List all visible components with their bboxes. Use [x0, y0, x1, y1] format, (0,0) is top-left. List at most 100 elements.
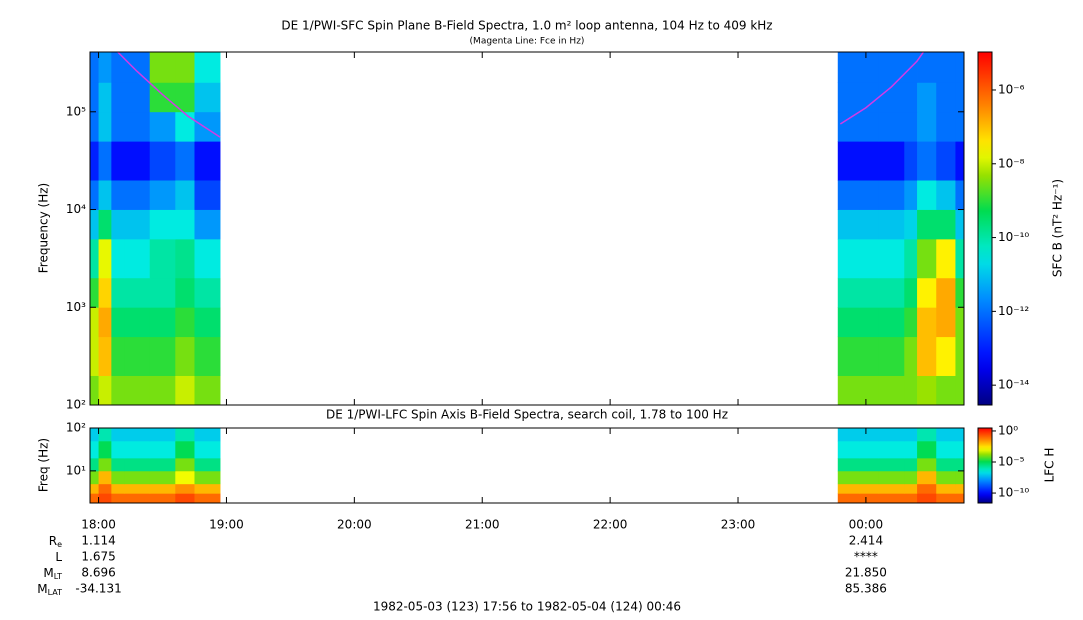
x-tick-label: 00:00	[849, 518, 884, 532]
x-tick-label: 18:00	[81, 518, 116, 532]
spectrogram-cell	[955, 277, 964, 308]
colorbar-label: SFC B (nT² Hz⁻¹)	[1051, 179, 1065, 277]
spectrogram-cell	[955, 493, 964, 503]
spectrogram-cell	[111, 180, 125, 210]
spectrogram-cell	[955, 209, 964, 240]
spectrogram-cell	[90, 440, 99, 459]
spectrogram-cell	[936, 307, 956, 338]
x-tick-label: 20:00	[337, 518, 372, 532]
x-tick-label: 23:00	[721, 518, 756, 532]
spectrogram-cell	[837, 111, 860, 142]
spectrogram-cell	[837, 307, 860, 338]
spectrogram-cell	[124, 141, 151, 181]
spectrogram-cell	[124, 307, 151, 338]
spectrogram-cell	[859, 82, 880, 113]
spectrogram-cell	[98, 307, 112, 338]
spectrogram-cell	[955, 336, 964, 376]
spectrogram-cell	[859, 493, 880, 503]
spectrogram-cell	[936, 493, 956, 503]
spectrogram-cell	[175, 375, 195, 405]
spectrogram-cell	[878, 180, 905, 210]
spectrogram-cell	[917, 82, 937, 113]
spectrogram-cell	[98, 428, 112, 442]
spectrogram-cell	[878, 483, 905, 494]
spectrogram-cell	[878, 470, 905, 485]
ephemeris-label: L	[55, 550, 62, 564]
spectrogram-cell	[917, 111, 937, 142]
ephemeris-value: 2.414	[849, 534, 883, 548]
spectrogram-cell	[878, 238, 905, 279]
spectrogram-cell	[917, 52, 937, 83]
colorbar	[977, 427, 993, 504]
spectrogram-cell	[194, 209, 221, 240]
spectrogram-cell	[194, 82, 221, 113]
spectrogram-cell	[149, 483, 176, 494]
spectrogram-cell	[904, 493, 918, 503]
spectrogram-cell	[936, 141, 956, 181]
spectrogram-cell	[904, 440, 918, 459]
y-axis-label: Freq (Hz)	[37, 438, 51, 492]
spectrogram-cell	[149, 277, 176, 308]
spectrogram-cell	[859, 111, 880, 142]
spectrogram-cell	[859, 52, 880, 83]
spectrogram-cell	[175, 52, 195, 83]
spectrogram-cell	[837, 82, 860, 113]
spectrogram-cell	[90, 209, 99, 240]
spectrogram-cell	[955, 52, 964, 83]
spectrogram-cell	[175, 238, 195, 279]
x-tick-label: 21:00	[465, 518, 500, 532]
spectrogram-cell	[878, 141, 905, 181]
spectrogram-cell	[904, 238, 918, 279]
spectrogram-cell	[917, 493, 937, 503]
spectrogram-cell	[90, 277, 99, 308]
spectrogram-cell	[955, 428, 964, 442]
spectrogram-cell	[917, 141, 937, 181]
spectrogram-cell	[175, 440, 195, 459]
spectrogram-cell	[194, 238, 221, 279]
spectrogram-cell	[936, 111, 956, 142]
chart-subtitle: (Magenta Line: Fce in Hz)	[470, 37, 585, 47]
spectrogram-cell	[837, 440, 860, 459]
spectrogram-cell	[149, 307, 176, 338]
ephemeris-value: ****	[854, 550, 878, 564]
spectrogram-cell	[194, 428, 221, 442]
spectrogram-cell	[917, 375, 937, 405]
spectrogram-cell	[98, 440, 112, 459]
spectrogram-cell	[149, 493, 176, 503]
spectrogram-cell	[878, 307, 905, 338]
x-tick-label: 22:00	[593, 518, 628, 532]
ephemeris-value: 85.386	[845, 582, 887, 596]
spectrogram-cell	[936, 82, 956, 113]
spectrogram-cell	[149, 336, 176, 376]
spectrogram-cell	[90, 238, 99, 279]
y-tick-label: 10²	[66, 421, 86, 435]
spectrogram-cell	[111, 428, 125, 442]
spectrogram-cell	[124, 209, 151, 240]
spectrogram-cell	[111, 493, 125, 503]
spectrogram-cell	[936, 457, 956, 472]
spectrogram-cell	[917, 440, 937, 459]
spectrogram-cell	[98, 375, 112, 405]
ephemeris-value: -34.131	[75, 582, 121, 596]
spectrogram-cell	[175, 180, 195, 210]
spectrogram-cell	[904, 470, 918, 485]
spectrogram-cell	[837, 483, 860, 494]
spectrogram-cell	[149, 209, 176, 240]
spectrogram-cell	[936, 180, 956, 210]
colorbar-tick-label: 10⁻¹⁰	[998, 230, 1029, 244]
spectrogram-cell	[175, 470, 195, 485]
spectrogram-cell	[917, 457, 937, 472]
spectrogram-cell	[98, 336, 112, 376]
spectrogram-cell	[936, 440, 956, 459]
spectrogram-cell	[878, 336, 905, 376]
spectrogram-cell	[98, 457, 112, 472]
fce-line	[839, 52, 925, 125]
spectrogram-cell	[149, 457, 176, 472]
spectrogram-cell	[904, 209, 918, 240]
spectrogram-cell	[175, 111, 195, 142]
ephemeris-label: MLAT	[37, 582, 62, 597]
spectrogram-cell	[837, 428, 860, 442]
spectrogram-cell	[917, 277, 937, 308]
spectrogram-cell	[878, 209, 905, 240]
spectrogram-cell	[149, 470, 176, 485]
